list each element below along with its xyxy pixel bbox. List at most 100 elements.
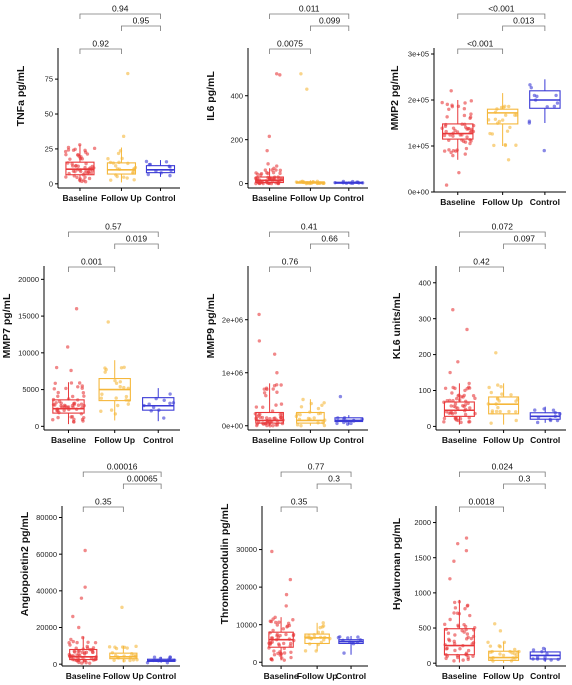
y-axis-label: Hyaluronan pg/mL xyxy=(391,517,403,610)
outlier-point xyxy=(456,541,460,546)
data-point xyxy=(80,179,84,184)
data-point xyxy=(333,180,337,185)
data-point xyxy=(459,420,463,425)
data-point xyxy=(553,410,557,415)
data-point xyxy=(149,409,153,413)
data-point xyxy=(322,181,326,185)
data-point xyxy=(471,123,476,128)
data-point xyxy=(135,657,139,662)
data-point xyxy=(278,168,283,173)
data-point xyxy=(91,646,96,650)
bracket-line xyxy=(79,13,161,19)
comparison-bracket: 0.3 xyxy=(503,474,546,489)
data-point xyxy=(342,420,346,425)
data-point xyxy=(87,167,91,171)
data-point xyxy=(514,418,518,423)
data-point xyxy=(509,659,514,663)
data-point xyxy=(57,399,62,404)
p-value-label: 0.00016 xyxy=(107,462,138,472)
data-point xyxy=(500,118,505,122)
bracket-line xyxy=(310,243,350,249)
data-point xyxy=(463,152,467,156)
data-point xyxy=(281,641,286,646)
data-point xyxy=(515,397,520,401)
data-point xyxy=(309,401,313,406)
data-point xyxy=(467,381,471,386)
y-axis-label: Thrombomodulin pg/mL xyxy=(219,503,231,624)
data-point xyxy=(92,146,97,151)
data-point xyxy=(450,103,454,107)
data-point xyxy=(342,651,346,655)
data-point xyxy=(76,385,80,389)
data-point xyxy=(468,116,472,120)
data-point xyxy=(447,138,451,142)
data-point xyxy=(358,638,363,642)
data-point xyxy=(505,129,510,133)
p-value-label: 0.019 xyxy=(126,234,148,244)
data-point xyxy=(322,401,326,405)
data-point xyxy=(445,115,449,119)
box-follow-up xyxy=(303,621,332,653)
data-point xyxy=(66,145,71,150)
data-point xyxy=(507,104,511,109)
data-point xyxy=(80,661,84,665)
data-point xyxy=(282,651,287,655)
p-value-label: 0.024 xyxy=(492,462,514,472)
data-point xyxy=(321,624,326,628)
data-point xyxy=(529,85,533,90)
data-point xyxy=(360,181,365,185)
data-point xyxy=(301,180,306,185)
data-point xyxy=(268,416,272,421)
data-point xyxy=(103,370,107,374)
data-point xyxy=(307,636,311,640)
data-point xyxy=(147,402,151,406)
data-point xyxy=(131,658,136,662)
outlier-point xyxy=(464,548,469,553)
data-point xyxy=(545,105,549,109)
data-point xyxy=(558,412,562,416)
data-point xyxy=(148,162,152,167)
data-point xyxy=(81,647,85,651)
p-value-label: 0.013 xyxy=(513,16,535,26)
data-point xyxy=(280,656,284,660)
x-tick-label: Control xyxy=(336,671,366,681)
x-tick-label: Baseline xyxy=(62,193,97,203)
data-point xyxy=(489,390,493,395)
data-point xyxy=(496,383,500,387)
data-point xyxy=(127,398,131,403)
data-point xyxy=(125,646,129,650)
data-point xyxy=(454,396,459,401)
data-point xyxy=(450,412,455,416)
data-point xyxy=(142,403,146,408)
data-point xyxy=(158,656,163,661)
box-follow-up xyxy=(486,93,519,162)
data-point xyxy=(114,396,118,400)
data-point xyxy=(62,405,67,409)
data-point xyxy=(280,421,285,426)
data-point xyxy=(60,405,64,409)
data-point xyxy=(51,418,55,422)
data-point xyxy=(321,421,325,425)
x-tick-label: Baseline xyxy=(264,671,299,681)
data-point xyxy=(109,178,113,182)
data-point xyxy=(81,172,85,177)
comparison-bracket: <0.001 xyxy=(457,4,546,19)
y-tick-label: 1e+05 xyxy=(408,142,429,151)
box-follow-up xyxy=(486,351,520,425)
data-point xyxy=(462,107,467,111)
data-point xyxy=(84,161,88,166)
panel-3: 0e+00 1e+05 2e+05 3e+05 Baseline Follow Up Con… xyxy=(389,4,566,207)
comparison-bracket: 0.00065 xyxy=(122,474,162,489)
data-point xyxy=(271,170,276,175)
data-point xyxy=(87,176,92,181)
data-point xyxy=(69,381,74,385)
p-value-label: 0.77 xyxy=(308,462,325,472)
y-tick-label: 0 xyxy=(49,179,53,188)
data-point xyxy=(114,173,118,177)
data-point xyxy=(83,150,88,154)
y-tick-label: 2000 xyxy=(414,518,431,527)
data-point xyxy=(499,105,504,110)
data-point xyxy=(554,93,558,98)
data-point xyxy=(348,640,352,644)
data-point xyxy=(461,403,465,408)
